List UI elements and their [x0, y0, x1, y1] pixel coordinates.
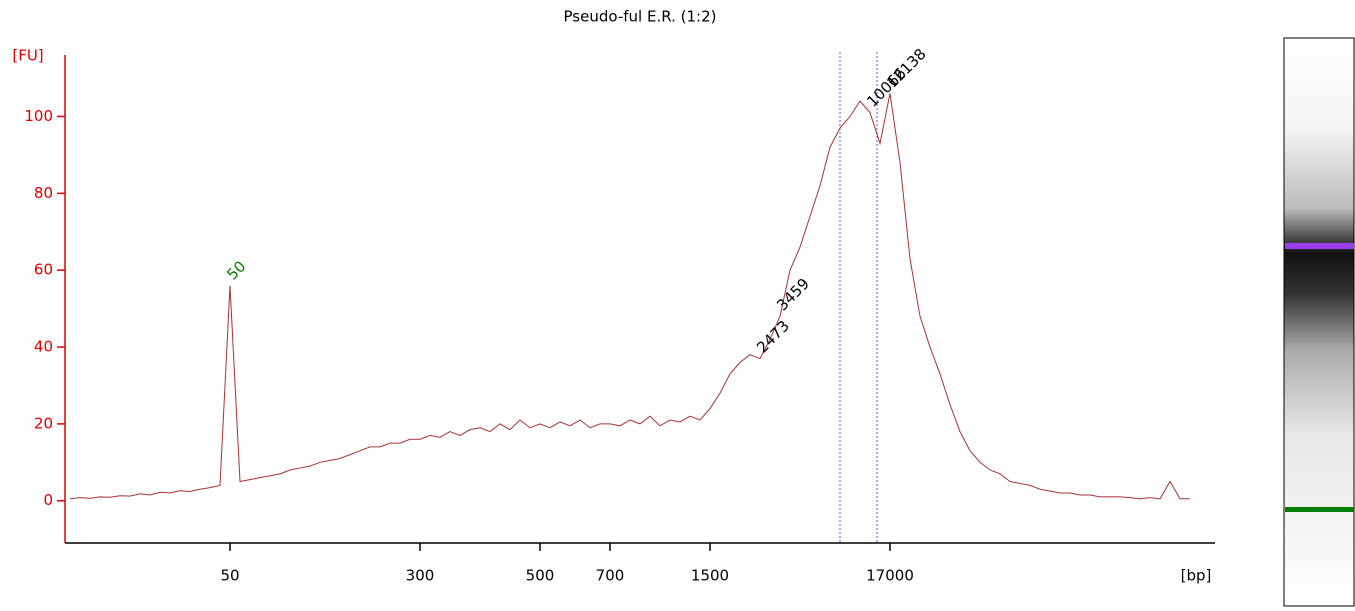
- y-tick-label: 80: [34, 184, 53, 202]
- x-tick-label: 17000: [866, 567, 914, 585]
- x-tick-label: 300: [406, 567, 435, 585]
- upper-marker-band: [1285, 243, 1354, 249]
- y-tick-label: 100: [24, 107, 53, 125]
- chart-title: Pseudo-ful E.R. (1:2): [564, 8, 717, 26]
- x-tick-label: 700: [596, 567, 625, 585]
- peak-label: 3459: [773, 275, 813, 315]
- x-axis-label: [bp]: [1181, 567, 1212, 585]
- gel-lane: [1283, 37, 1355, 607]
- y-tick-label: 20: [34, 414, 53, 432]
- peak-label: 50: [223, 257, 249, 283]
- y-tick-label: 40: [34, 338, 53, 356]
- lower-marker-band: [1285, 507, 1354, 512]
- y-tick-label: 60: [34, 261, 53, 279]
- x-tick-label: 1500: [691, 567, 729, 585]
- x-tick-label: 500: [526, 567, 555, 585]
- y-tick-label: 0: [43, 491, 53, 509]
- y-axis-label: [FU]: [12, 47, 43, 65]
- trace: [69, 93, 1190, 500]
- x-tick-label: 50: [220, 567, 239, 585]
- peak-label: 2473: [753, 317, 793, 357]
- peak-label: 12138: [883, 45, 929, 91]
- gel-background: [1283, 37, 1355, 607]
